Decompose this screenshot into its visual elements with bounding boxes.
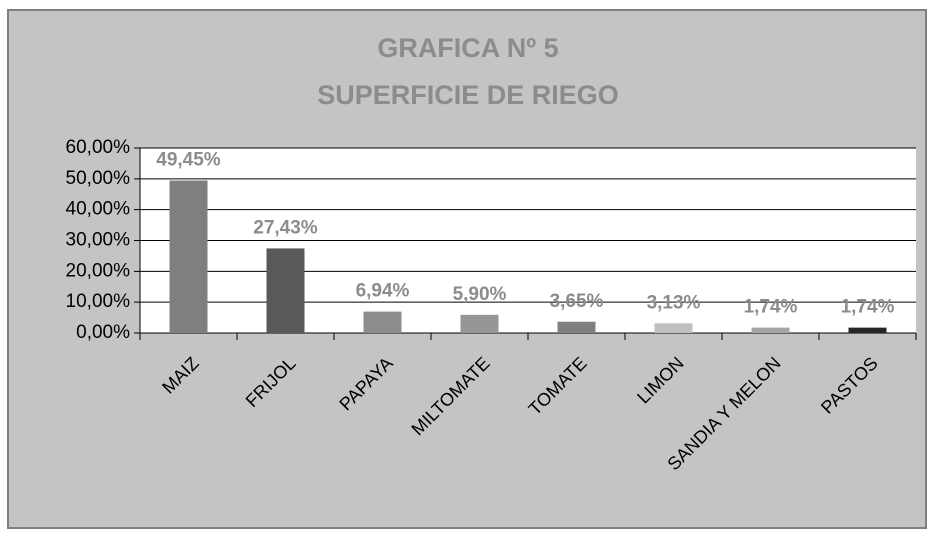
chart-title: GRAFICA Nº 5 [377, 33, 558, 63]
y-tick-label: 10,00% [66, 291, 131, 312]
data-label: 3,65% [550, 291, 604, 312]
bar [557, 321, 596, 333]
y-tick-label: 60,00% [66, 137, 131, 158]
data-label: 1,74% [841, 297, 895, 318]
data-label: 1,74% [744, 297, 798, 318]
bar [848, 327, 887, 333]
bar [169, 180, 208, 333]
bar [654, 323, 693, 333]
data-label: 49,45% [156, 150, 221, 171]
y-tick-label: 40,00% [66, 199, 131, 220]
bar [460, 314, 499, 333]
y-tick-label: 50,00% [66, 168, 131, 189]
data-label: 5,90% [453, 284, 507, 305]
y-tick-label: 30,00% [66, 230, 131, 251]
bar [363, 311, 402, 333]
bar [266, 248, 305, 333]
data-label: 6,94% [356, 281, 410, 302]
data-label: 27,43% [253, 217, 318, 238]
bar [751, 327, 790, 333]
y-tick-label: 20,00% [66, 260, 131, 281]
y-tick-label: 0,00% [76, 322, 130, 343]
data-label: 3,13% [647, 292, 701, 313]
chart-subtitle: SUPERFICIE DE RIEGO [317, 80, 619, 110]
